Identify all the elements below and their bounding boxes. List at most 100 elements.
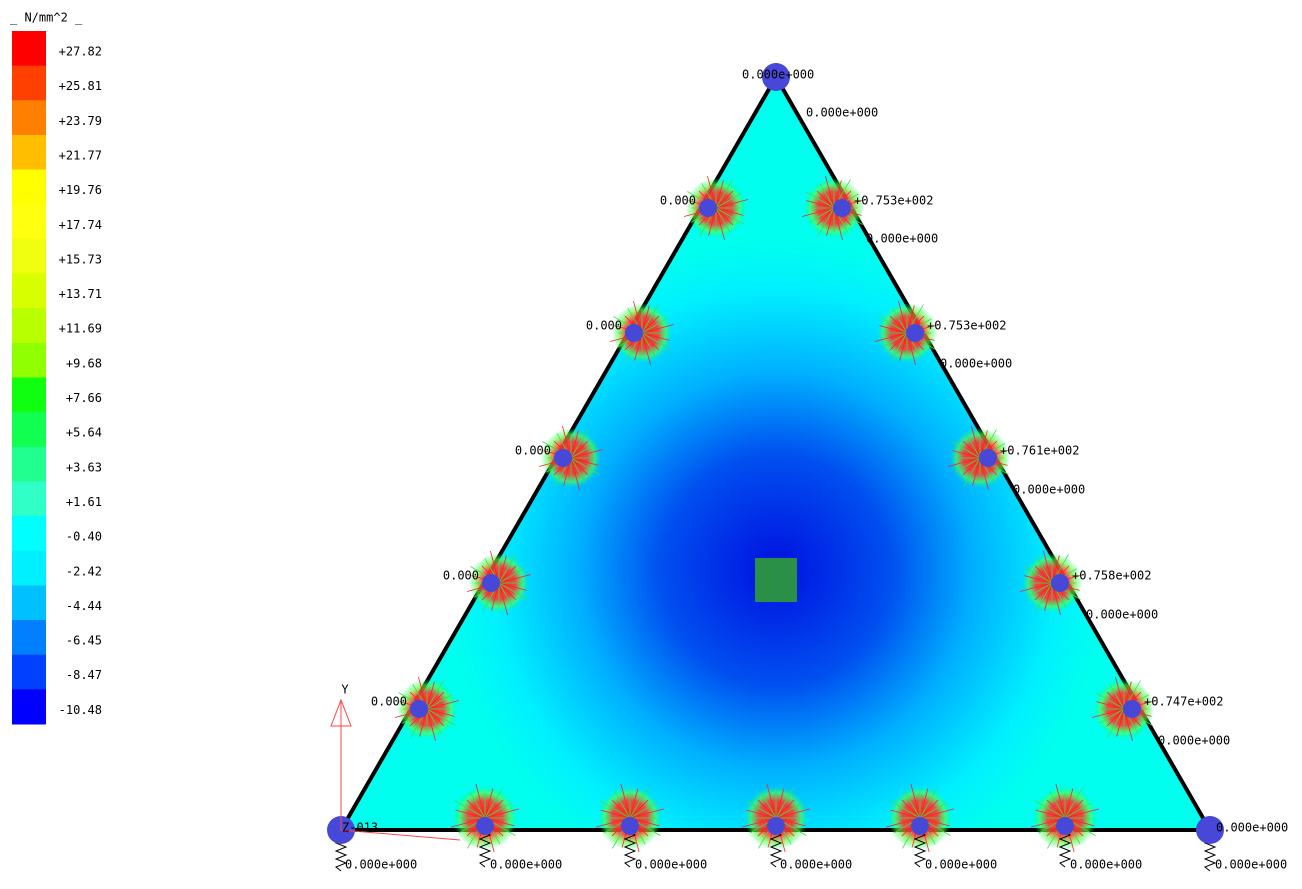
stress-ray	[899, 332, 908, 361]
stress-ray	[745, 800, 777, 819]
stress-ray	[1035, 582, 1053, 612]
results	[327, 63, 1224, 872]
stress-ray	[766, 783, 777, 819]
legend-swatch	[12, 342, 46, 378]
stress-ray	[570, 449, 603, 459]
node-label: 0.000e+000	[490, 858, 562, 872]
stress-ray	[715, 199, 748, 209]
stress-ray	[426, 680, 444, 710]
stress-ray	[484, 802, 512, 819]
legend-swatch	[12, 100, 46, 136]
stress-ray	[641, 332, 651, 365]
stress-ray	[1043, 551, 1053, 584]
load-patch	[755, 558, 797, 602]
legend-swatch	[12, 689, 46, 725]
stress-ray	[570, 457, 600, 475]
legend-label: +23.79	[59, 114, 102, 128]
node	[911, 817, 929, 835]
stress-ray	[819, 183, 835, 209]
axis-triad: Y Z-013	[330, 683, 461, 841]
stress-ray	[715, 207, 744, 216]
stress-ray	[629, 788, 639, 819]
stress-ray	[816, 190, 835, 209]
stress-ray	[614, 791, 631, 819]
node	[482, 574, 500, 592]
stress-ray	[466, 799, 486, 819]
stress-ray	[962, 440, 981, 459]
plate	[337, 72, 1214, 832]
legend-label: +7.66	[66, 391, 102, 405]
node-label: +0.747e+002	[1144, 695, 1223, 709]
stress-ray	[498, 555, 507, 584]
stress-ray	[1106, 691, 1125, 710]
stress-ray	[1064, 799, 1084, 819]
support-spring	[623, 830, 637, 868]
stress-ray	[1095, 692, 1125, 710]
stress-ray	[599, 800, 631, 819]
stress-ray	[641, 332, 670, 341]
stress-ray	[570, 457, 599, 466]
legend-swatch	[12, 585, 46, 621]
node-label: 0.000	[515, 444, 551, 458]
stress-ray	[910, 783, 921, 819]
node	[410, 700, 428, 718]
node-label: 0.000e+000	[866, 232, 938, 246]
stress-ray	[919, 788, 929, 819]
stress-ray	[454, 800, 486, 819]
stress-ray	[1034, 582, 1053, 601]
stress-ray	[426, 700, 459, 710]
node	[979, 449, 997, 467]
stress-ray	[570, 457, 586, 483]
stress-ray	[1092, 708, 1125, 718]
stress-ray	[1109, 684, 1125, 710]
stress-ray	[898, 301, 908, 334]
stress-ray	[629, 787, 648, 819]
stress-ray	[1107, 708, 1125, 738]
stress-ray	[1035, 809, 1066, 819]
legend-swatch	[12, 654, 46, 690]
stress-ray	[971, 426, 981, 459]
stress-ray	[469, 791, 486, 819]
legend-label: +19.76	[59, 183, 102, 197]
stress-ray	[484, 787, 503, 819]
stress-ray	[484, 808, 520, 819]
stress-ray	[715, 207, 734, 226]
stress-ray	[426, 708, 445, 727]
stress-ray	[629, 802, 657, 819]
legend-swatch	[12, 204, 46, 240]
node	[1123, 700, 1141, 718]
stress-ray	[498, 574, 531, 584]
stress-ray	[757, 799, 777, 819]
stress-ray	[802, 207, 835, 217]
node	[476, 817, 494, 835]
stress-ray	[889, 800, 921, 819]
stress-ray	[641, 315, 660, 334]
stress-ray	[570, 443, 596, 459]
stress-ray	[426, 708, 436, 741]
stress-ray	[715, 179, 733, 209]
support-spring	[913, 830, 927, 868]
stress-ray	[570, 457, 589, 476]
stress-ray	[775, 788, 785, 819]
stress-ray	[498, 582, 508, 615]
stress-ray	[641, 324, 674, 334]
stress-ray	[570, 440, 589, 459]
node-label: 0.000e+000	[345, 858, 417, 872]
node	[554, 449, 572, 467]
stress-ray	[715, 207, 731, 233]
legend-label: +3.63	[66, 460, 102, 474]
stress-ray	[1027, 582, 1053, 598]
stress-ray	[611, 799, 631, 819]
stress-ray	[1096, 701, 1125, 710]
stress-ray	[715, 207, 725, 240]
node	[1051, 574, 1069, 592]
node	[833, 199, 851, 217]
node-label: 0.000e+000	[1216, 821, 1288, 835]
stress-ray	[817, 207, 835, 237]
stress-ray	[1046, 799, 1066, 819]
stress-ray	[879, 325, 908, 334]
stress-ray	[805, 191, 835, 209]
stress-ray	[890, 332, 908, 362]
